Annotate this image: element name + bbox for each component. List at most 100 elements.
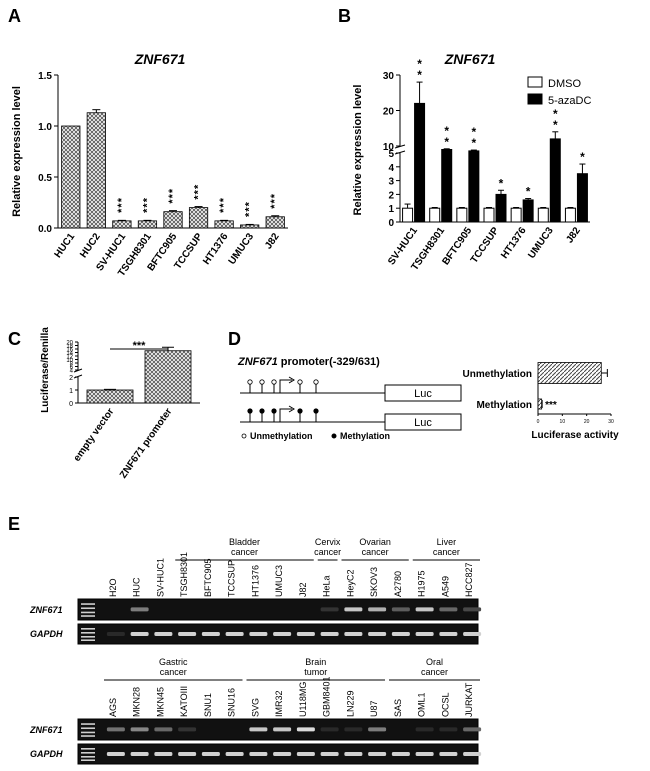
panel-d-cpg-filled <box>247 408 253 414</box>
panel-a-bar <box>61 125 81 229</box>
gel-row1-group-label: Liver <box>437 537 457 547</box>
panel-d-tss-arrow <box>279 408 292 422</box>
panel-b-bar-dmso <box>537 207 549 223</box>
gel-row2-band <box>106 727 125 732</box>
gel-row2-band <box>273 727 292 732</box>
panel-a-bar <box>86 112 106 229</box>
panel-c-y-tick-label: 8 <box>70 362 74 368</box>
panel-c-y-tick-label: 4 <box>70 369 74 375</box>
panel-d-cpg-filled <box>297 408 303 414</box>
panel-a-x-tick-label: UMUC3 <box>227 231 257 267</box>
gel-row1-lane-label: HeyC2 <box>345 569 355 597</box>
panel-b-y-label: Relative expression level <box>352 85 364 216</box>
panel-a-bar <box>214 220 234 229</box>
gel-row2-group-label: Brain <box>305 657 326 667</box>
panel-b-x-tick-label: HT1376 <box>499 225 529 261</box>
gel-row1-lane-label: J82 <box>298 582 308 597</box>
panel-letter-a: A <box>8 6 21 26</box>
gel-row1-gene-label-znf671: ZNF671 <box>29 605 63 615</box>
gel-row1-lane-label: SV-HUC1 <box>155 558 165 597</box>
gel-row2-band <box>249 752 268 756</box>
panel-d-title: ZNF671 promoter(-329/631) <box>237 356 380 368</box>
panel-letter-e: E <box>8 514 20 534</box>
panel-b-chart: ZNF671 0 1 2 3 4 510 20 30 Relative expression le… <box>352 51 591 273</box>
gel-row1-ladder-band <box>81 628 95 630</box>
gel-row1-band <box>463 607 482 612</box>
gel-row1-group-label: cancer <box>314 547 341 557</box>
gel-row2-band <box>320 752 339 756</box>
panel-a-significance: *** <box>269 193 281 209</box>
gel-row1-gene-label-gapdh: GAPDH <box>30 629 63 639</box>
gel-row2-band <box>225 752 244 756</box>
panel-a-x-tick-label: J82 <box>263 231 282 251</box>
gel-row2-band <box>201 752 220 756</box>
gel-row2-ladder-band <box>81 727 95 730</box>
gel-row1-lane-label: A549 <box>440 576 450 597</box>
panel-b-bar-azadc <box>495 193 507 223</box>
panel-c-bar <box>144 350 192 404</box>
gel-row1-lane-label: TCCSUP <box>227 560 237 597</box>
panel-b-significance: * <box>472 136 477 150</box>
gel-row2-band <box>368 752 387 756</box>
gel-row1-group-label: Cervix <box>315 537 341 547</box>
panel-b-bar-dmso <box>429 207 441 223</box>
panel-a-x-tick-label: HUC1 <box>53 231 78 260</box>
gel-row2-lane-label: KATOIII <box>179 686 189 717</box>
panel-b-significance: * <box>472 125 477 139</box>
gel-row2-band <box>178 727 197 732</box>
gel-row1-lane-label: HCC827 <box>464 562 474 597</box>
panel-a-y-tick-label: 0.5 <box>38 173 52 184</box>
gel-row2-gene-label-znf671: ZNF671 <box>29 725 63 735</box>
panel-a-x-tick-label: HUC2 <box>78 231 103 260</box>
panel-d-x-label: Luciferase activity <box>531 430 619 441</box>
gel-row2-band <box>249 727 268 732</box>
panel-a-y-label: Relative expression level <box>11 86 23 217</box>
panel-b-legend-swatch-azadc <box>527 93 543 105</box>
gel-row1-lane-label: HeLa <box>322 575 332 597</box>
panel-c-y-label: Luciferase/Renilla <box>40 327 51 413</box>
gel-row1-lane-label: HT1376 <box>250 565 260 597</box>
panel-d-tss-arrowhead <box>288 376 295 384</box>
gel-row2-band <box>154 727 173 732</box>
panel-e-gel: H2O HUC SV-HUC1 TSGH8301 BFTC905 TCCSUP HT1376… <box>29 537 482 765</box>
panel-b-significance: * <box>499 176 504 190</box>
gel-row2-band <box>463 752 482 756</box>
gel-row2-group-label: cancer <box>160 667 187 677</box>
panel-c-x-tick-label: empty vector <box>72 406 117 463</box>
panel-b-significance: * <box>417 68 422 82</box>
panel-b-x-tick-label: J82 <box>564 225 583 245</box>
gel-row1-band <box>273 632 292 636</box>
gel-row1-group-label: cancer <box>231 547 258 557</box>
panel-a-significance: *** <box>141 197 153 213</box>
gel-row1-band <box>225 632 244 636</box>
panel-b-y-tick-label: 0 <box>388 218 394 229</box>
panel-b-significance: * <box>444 135 449 149</box>
panel-a-significance: *** <box>193 184 205 200</box>
panel-b-significance: * <box>417 57 422 71</box>
panel-d-tss-arrow <box>279 379 292 393</box>
gel-row1-band <box>344 632 363 636</box>
panel-c-significance: *** <box>133 340 147 352</box>
panel-c-y-tick-label: 16 <box>66 348 73 354</box>
panel-c-y-tick-label: 10 <box>66 358 73 364</box>
panel-d-title-gene: ZNF671 <box>237 356 278 368</box>
panel-d-row-label: Unmethylation <box>463 369 532 380</box>
gel-row2-group-label: tumor <box>304 667 327 677</box>
panel-b-bar-dmso <box>402 207 414 223</box>
gel-row2-lane-label: SVG <box>250 698 260 717</box>
gel-row1-band <box>368 607 387 612</box>
panel-b-y-tick-label: 10 <box>383 142 395 153</box>
panel-c-x-tick-label: ZNF671 promoter <box>118 406 175 480</box>
gel-row2-band <box>439 752 458 756</box>
gel-row2-band <box>391 752 410 756</box>
panel-c-y-tick-label: 12 <box>66 355 73 361</box>
panel-d-significance: *** <box>545 400 557 411</box>
panel-d-row-label: Methylation <box>476 400 532 411</box>
panel-b-bar-dmso <box>510 207 522 223</box>
gel-row1-lane-label: HUC <box>132 577 142 597</box>
gel-row1-band <box>439 632 458 636</box>
panel-d-legend-filled-marker <box>331 433 337 439</box>
gel-row1-band <box>320 632 339 636</box>
panel-b-bar-azadc <box>549 138 561 223</box>
gel-row1-lane-label: H2O <box>108 578 118 597</box>
